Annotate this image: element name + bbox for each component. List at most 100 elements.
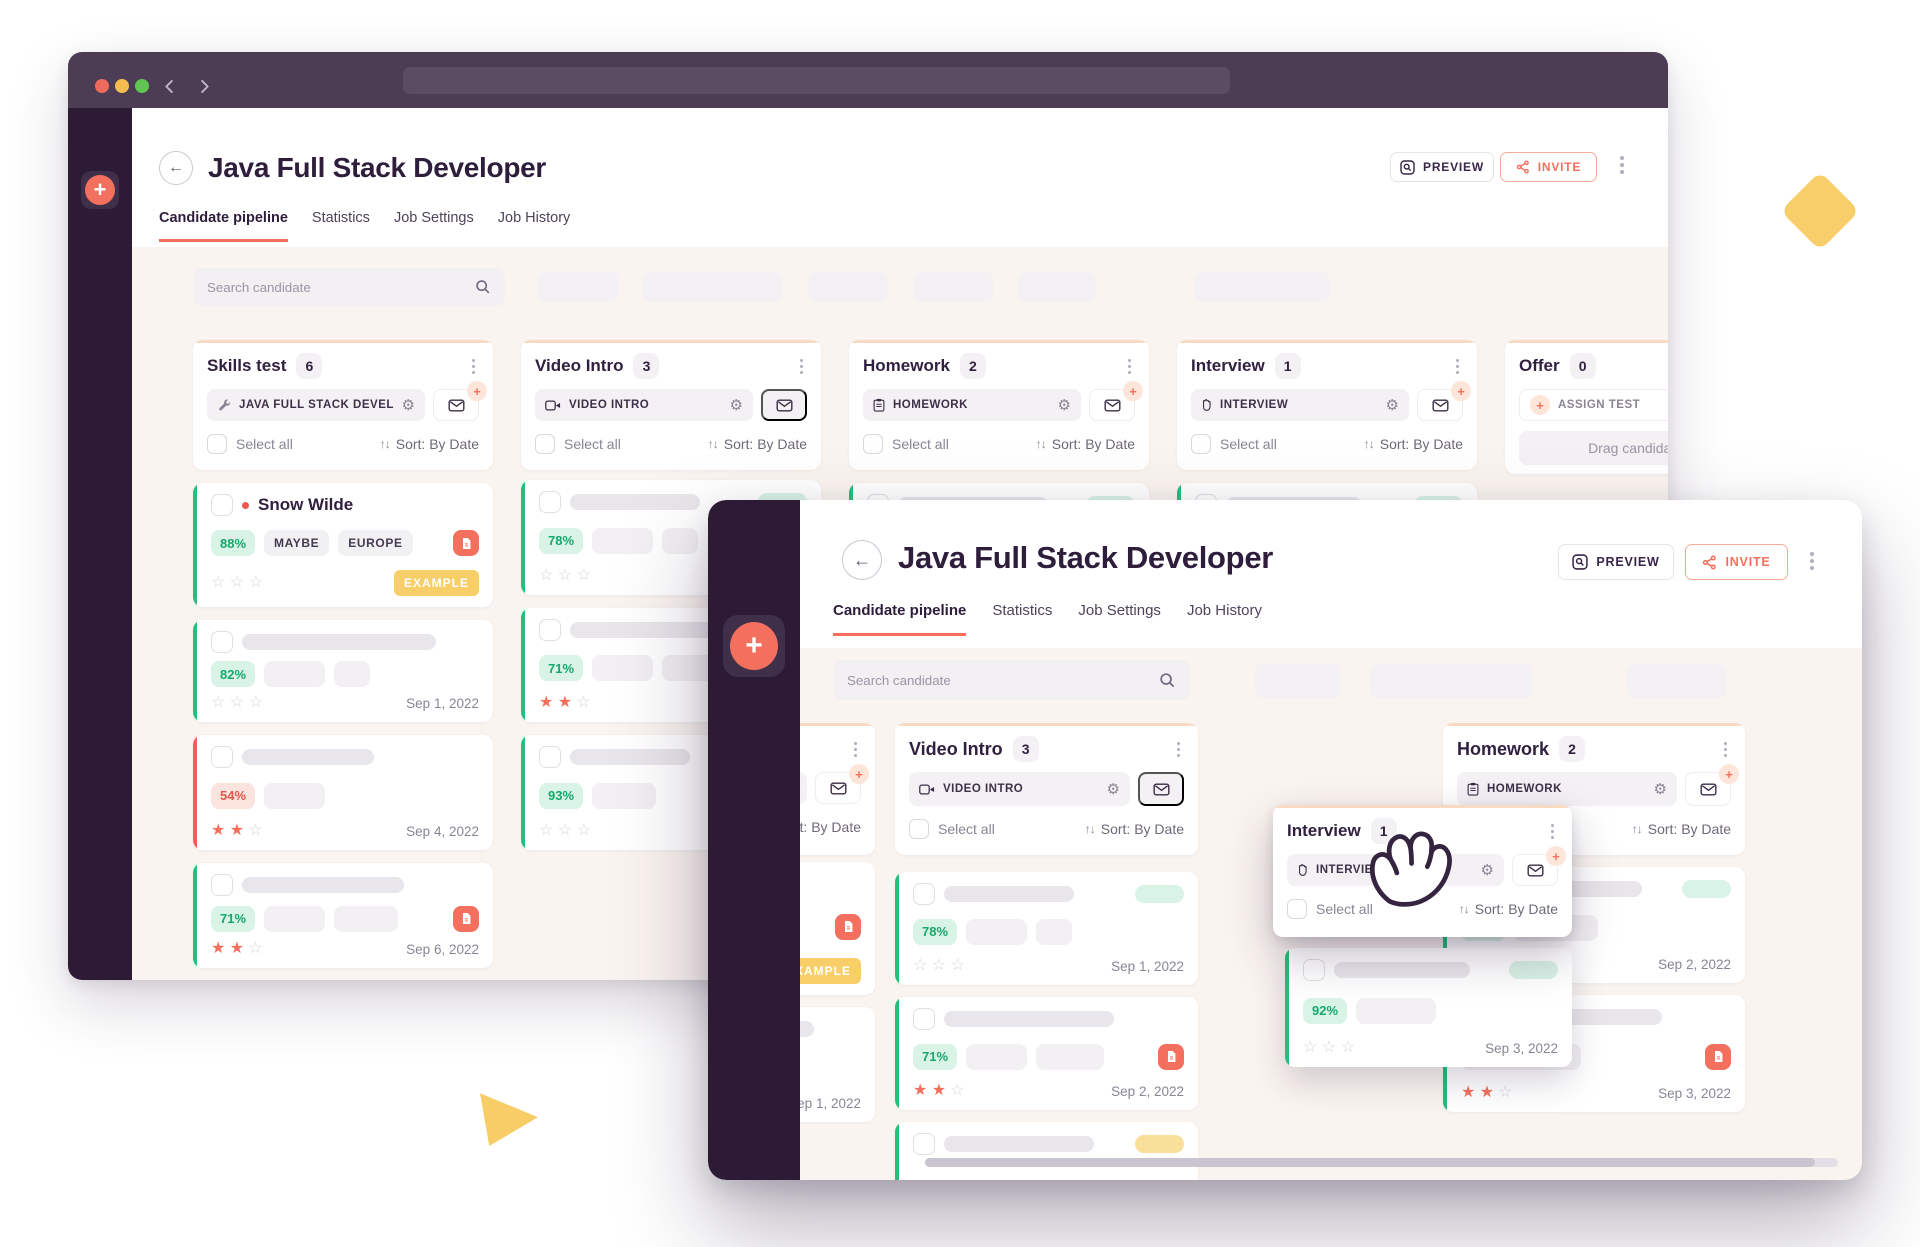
card-checkbox[interactable] — [913, 1008, 935, 1030]
sort-control[interactable]: ↑↓ Sort: By Date — [1036, 436, 1135, 452]
card-checkbox[interactable] — [913, 883, 935, 905]
card-checkbox[interactable] — [913, 1133, 935, 1155]
email-candidates-button[interactable]: + — [1089, 381, 1143, 421]
select-all-checkbox[interactable] — [535, 434, 555, 454]
rating-stars[interactable]: ★ ★ ☆ — [211, 940, 263, 957]
browser-forward-icon[interactable] — [195, 77, 214, 101]
candidate-card[interactable]: 71% ★ ★☆ Sep 2, 2022 — [895, 997, 1198, 1110]
stage-test-tag[interactable]: HOMEWORK ⚙ — [863, 389, 1081, 421]
rating-stars[interactable]: ☆ ☆ ☆ — [211, 574, 263, 591]
more-options-icon[interactable] — [1806, 548, 1818, 574]
file-icon[interactable] — [835, 913, 861, 940]
candidate-card[interactable] — [895, 1122, 1198, 1180]
traffic-light-close-icon[interactable] — [95, 79, 109, 93]
tab-candidate-pipeline[interactable]: Candidate pipeline — [833, 602, 967, 636]
column-menu-icon[interactable] — [468, 355, 479, 378]
sort-control[interactable]: ↑↓ Sort: By Date — [1085, 821, 1184, 837]
rating-stars[interactable]: ★ ★ ☆ — [913, 1082, 965, 1099]
tab-job-settings[interactable]: Job Settings — [393, 210, 474, 226]
gear-icon[interactable]: ⚙ — [729, 396, 743, 414]
file-icon[interactable] — [453, 530, 479, 556]
stage-test-tag[interactable]: VIDEO INTRO ⚙ — [909, 772, 1130, 806]
column-menu-icon[interactable] — [1452, 355, 1463, 378]
search-input[interactable] — [847, 672, 1151, 688]
invite-button[interactable]: INVITE — [1685, 544, 1788, 580]
card-checkbox[interactable] — [539, 746, 561, 768]
back-button[interactable]: ← — [842, 540, 882, 580]
tab-job-settings[interactable]: Job Settings — [1078, 602, 1161, 619]
gear-icon[interactable]: ⚙ — [1385, 396, 1399, 414]
tab-statistics[interactable]: Statistics — [311, 210, 370, 226]
rating-stars[interactable]: ☆ ☆ ☆ — [211, 694, 263, 711]
column-menu-icon[interactable] — [1173, 738, 1184, 761]
card-checkbox[interactable] — [539, 619, 561, 641]
rating-stars[interactable]: ★ ★ ☆ — [1461, 1084, 1513, 1101]
candidate-card[interactable]: 78% ☆ ☆ ☆ Sep 1, 2022 — [895, 872, 1198, 985]
rating-stars[interactable]: ☆ ☆ ☆ — [539, 822, 591, 839]
gear-icon[interactable]: ⚙ — [1057, 396, 1071, 414]
tab-statistics[interactable]: Statistics — [992, 602, 1053, 619]
column-menu-icon[interactable] — [1124, 355, 1135, 378]
email-candidates-button[interactable] — [1138, 772, 1184, 806]
url-bar[interactable] — [403, 67, 1230, 94]
preview-button[interactable]: PREVIEW — [1390, 152, 1494, 182]
gear-icon[interactable]: ⚙ — [1653, 780, 1667, 798]
stage-test-tag[interactable]: HOMEWORK ⚙ — [1457, 772, 1677, 806]
tab-candidate-pipeline[interactable]: Candidate pipeline — [159, 210, 288, 242]
scrollbar-thumb[interactable] — [925, 1158, 1815, 1167]
rating-stars[interactable]: ☆ ☆ ☆ — [913, 957, 965, 974]
add-job-button[interactable]: + — [723, 615, 785, 677]
sort-control[interactable]: ↑↓ Sort: By Date — [380, 436, 479, 452]
select-all-checkbox[interactable] — [1191, 434, 1211, 454]
sort-control[interactable]: ↑↓ Sort: By Date — [1459, 901, 1558, 917]
traffic-light-minimize-icon[interactable] — [115, 79, 129, 93]
file-icon[interactable] — [1158, 1043, 1184, 1070]
rating-stars[interactable]: ★ ★ ☆ — [211, 822, 263, 839]
gear-icon[interactable]: ⚙ — [401, 396, 415, 414]
rating-stars[interactable]: ☆ ☆ ☆ — [1303, 1039, 1355, 1056]
assign-test-button[interactable]: + ASSIGN TEST — [1519, 389, 1668, 421]
stage-test-tag[interactable]: INTERVIEW ⚙ — [1191, 389, 1409, 421]
email-candidates-button[interactable]: + — [1512, 846, 1566, 886]
card-checkbox[interactable] — [211, 631, 233, 653]
select-all-checkbox[interactable] — [207, 434, 227, 454]
stage-test-tag[interactable]: VIDEO INTRO ⚙ — [535, 389, 753, 421]
file-icon[interactable] — [453, 905, 479, 932]
stage-test-tag[interactable]: JAVA FULL STACK DEVELOPER ⚙ — [207, 389, 425, 421]
column-menu-icon[interactable] — [796, 355, 807, 378]
candidate-card[interactable]: 71% ★ ★ ☆ Sep 6, 2022 — [193, 863, 493, 968]
card-checkbox[interactable] — [211, 746, 233, 768]
more-options-icon[interactable] — [1616, 152, 1628, 178]
rating-stars[interactable]: ★ ★ ☆ — [539, 694, 591, 711]
select-all-checkbox[interactable] — [909, 819, 929, 839]
gear-icon[interactable]: ⚙ — [1106, 780, 1120, 798]
search-input[interactable] — [207, 279, 467, 295]
rating-stars[interactable]: ☆ ☆ ☆ — [539, 567, 591, 584]
tab-job-history[interactable]: Job History — [1186, 602, 1262, 619]
tab-job-history[interactable]: Job History — [497, 210, 571, 226]
email-candidates-button[interactable] — [761, 389, 807, 421]
candidate-card[interactable]: Snow Wilde 88% MAYBE EUROPE ☆ ☆ ☆ EXAMPL… — [193, 483, 493, 607]
preview-button[interactable]: PREVIEW — [1558, 544, 1674, 580]
card-checkbox[interactable] — [211, 874, 233, 896]
email-candidates-button[interactable]: + — [815, 764, 869, 804]
sort-control[interactable]: ↑↓ Sort: By Date — [708, 436, 807, 452]
back-button[interactable]: ← — [159, 151, 193, 185]
column-menu-icon[interactable] — [850, 738, 861, 761]
sort-control[interactable]: ↑↓ Sort: By Date — [1364, 436, 1463, 452]
add-job-button[interactable]: + — [81, 171, 119, 209]
email-candidates-button[interactable]: + — [1685, 764, 1739, 806]
select-all-checkbox[interactable] — [1287, 899, 1307, 919]
column-menu-icon[interactable] — [1547, 820, 1558, 843]
column-menu-icon[interactable] — [1720, 738, 1731, 761]
invite-button[interactable]: INVITE — [1500, 152, 1597, 182]
horizontal-scrollbar[interactable] — [925, 1158, 1838, 1167]
gear-icon[interactable]: ⚙ — [1480, 861, 1494, 879]
email-candidates-button[interactable]: + — [1417, 381, 1471, 421]
email-candidates-button[interactable]: + — [433, 381, 487, 421]
traffic-light-zoom-icon[interactable] — [135, 79, 149, 93]
candidate-card-dragging[interactable]: 92% ☆ ☆ ☆ Sep 3, 2022 — [1285, 948, 1572, 1067]
candidate-card[interactable]: 54% ★ ★ ☆ Sep 4, 2022 — [193, 735, 493, 850]
sort-control[interactable]: ↑↓ Sort: By Date — [1632, 821, 1731, 837]
card-checkbox[interactable] — [1303, 959, 1325, 981]
